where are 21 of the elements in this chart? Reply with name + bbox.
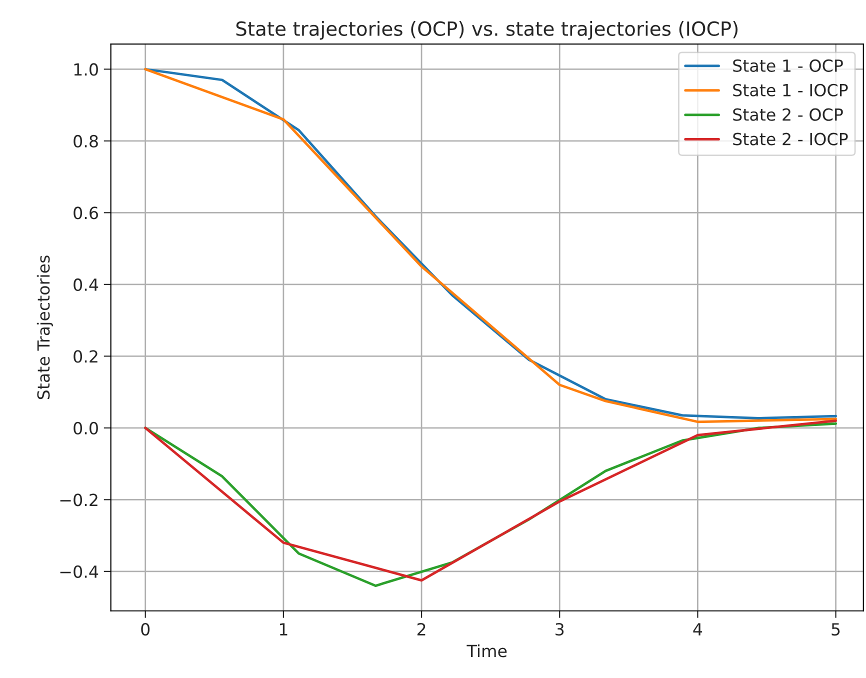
x-tick-label: 1 [280, 623, 288, 636]
y-tick-label: 0.2 [74, 350, 98, 363]
chart-title: State trajectories (OCP) vs. state trajectories (IOCP) [236, 20, 738, 40]
legend-label: State 2 - OCP [733, 108, 843, 121]
y-tick-label: 0.8 [74, 134, 98, 148]
y-axis-title: State Trajectories [36, 256, 54, 400]
legend-label: State 1 - OCP [733, 59, 843, 72]
y-tick-label: 0.0 [74, 422, 98, 434]
y-tick-label: −0.2 [60, 494, 98, 506]
x-tick-label: 2 [417, 622, 426, 636]
legend-label: State 1 - IOCP [733, 84, 848, 96]
x-axis-title: Time [466, 644, 507, 658]
x-tick-label: 4 [693, 623, 702, 636]
y-tick-label: 0.4 [74, 278, 98, 291]
legend-label: State 2 - IOCP [733, 132, 848, 146]
y-tick-label: 0.6 [74, 206, 98, 220]
x-tick-label: 0 [141, 622, 150, 636]
x-tick-label: 3 [556, 622, 564, 636]
x-tick-label: 5 [832, 623, 840, 636]
y-tick-label: −0.4 [60, 565, 98, 578]
y-tick-label: 1.0 [74, 63, 98, 76]
